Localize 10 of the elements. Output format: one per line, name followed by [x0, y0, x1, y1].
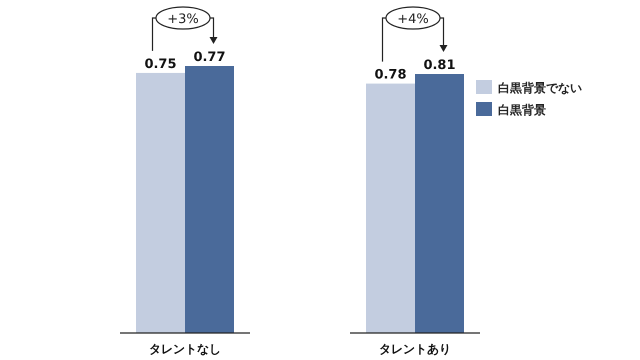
data-label: 0.78 — [374, 68, 407, 83]
x-tick-label: タレントあり — [379, 342, 451, 356]
data-label: 0.81 — [423, 58, 456, 73]
text: +3% — [167, 12, 199, 27]
x-tick-label: タレントなし — [149, 342, 221, 356]
data-label: 0.75 — [144, 56, 177, 72]
legend-label: 白黒背景でない — [498, 81, 582, 95]
legend-label: 白黒背景 — [498, 103, 546, 117]
data-label: 0.77 — [193, 50, 226, 65]
text: +4% — [397, 12, 429, 27]
